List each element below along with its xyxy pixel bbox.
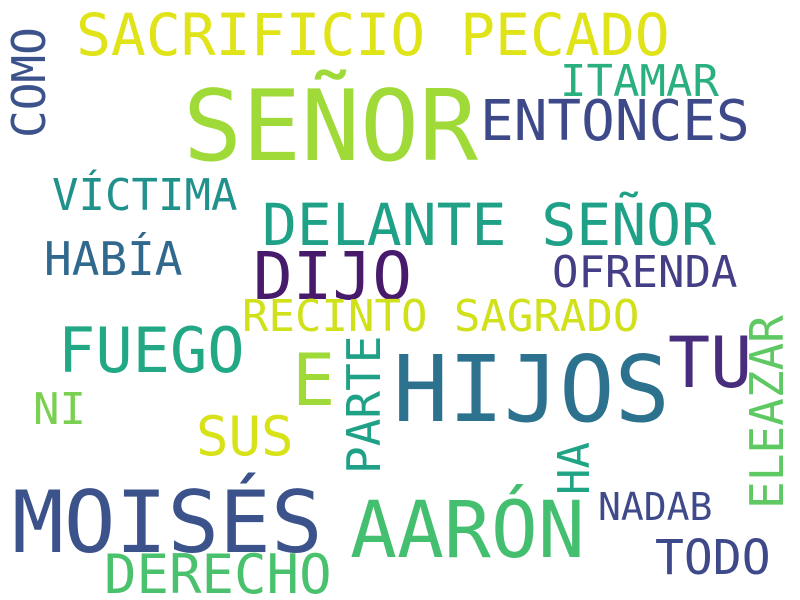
word-itamar: ITAMAR: [560, 56, 719, 107]
word-dijo: DIJO: [253, 238, 412, 315]
word-senor: SEÑOR: [183, 70, 479, 184]
word-habia: HABÍA: [44, 232, 183, 286]
word-sus: SUS: [196, 405, 294, 468]
word-todo: TODO: [655, 530, 771, 586]
word-nadab: NADAB: [598, 485, 713, 529]
word-tu: TU: [668, 322, 753, 404]
word-fuego: FUEGO: [58, 314, 245, 387]
word-moises: MOISÉS: [12, 473, 323, 573]
word-e: E: [292, 338, 336, 422]
word-recinto-sagrado: RECINTO SAGRADO: [242, 291, 640, 342]
word-victima: VÍCTIMA: [52, 170, 238, 221]
word-sacrificio-pecado: SACRIFICIO PECADO: [76, 1, 670, 69]
word-ni: NI: [33, 384, 86, 435]
word-como: COMO: [2, 27, 56, 138]
word-entonces: ENTONCES: [480, 89, 750, 154]
word-ofrenda: OFRENDA: [552, 247, 738, 298]
word-eleazar: ELEAZAR: [740, 315, 794, 509]
word-delante-senor: DELANTE SEÑOR: [262, 191, 716, 259]
word-hijos: HIJOS: [393, 336, 670, 443]
word-parte: PARTE: [337, 335, 391, 474]
word-aaron: AARÓN: [350, 486, 585, 576]
word-derecho: DERECHO: [104, 543, 332, 600]
